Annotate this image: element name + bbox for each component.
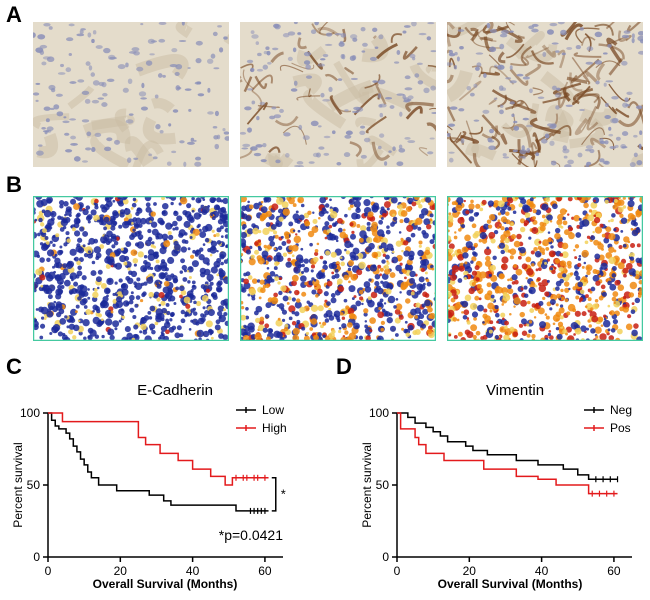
x-axis-label: Overall Survival (Months) bbox=[93, 577, 238, 591]
chart-title: E-Cadherin bbox=[137, 382, 213, 399]
analysis-image-moderate bbox=[240, 196, 436, 341]
y-tick-label: 50 bbox=[376, 478, 390, 492]
ihc-micrograph-moderate bbox=[240, 22, 436, 167]
significance-star: * bbox=[281, 486, 286, 501]
p-value-annotation: *p=0.0421 bbox=[219, 527, 283, 543]
panel-label-b: B bbox=[6, 172, 22, 197]
ihc-micrograph-strong bbox=[447, 22, 643, 167]
chart-e-cadherin: 0 50 100 0 20 40 60 E-Cadherin Overall Survival … bbox=[11, 382, 287, 591]
y-tick-label: 50 bbox=[27, 478, 41, 492]
panel-label-c: C bbox=[6, 354, 22, 379]
legend-label: Pos bbox=[610, 421, 631, 435]
panel-label-a: A bbox=[6, 2, 22, 27]
x-tick-label: 40 bbox=[535, 564, 549, 578]
analysis-image-strong bbox=[447, 196, 643, 341]
series-line-neg bbox=[397, 412, 618, 480]
y-axis-label: Percent survival bbox=[360, 442, 374, 527]
legend-label: High bbox=[262, 421, 287, 435]
ihc-micrograph-negative bbox=[33, 22, 229, 167]
analysis-image-negative bbox=[33, 196, 229, 341]
panel-label-d: D bbox=[336, 354, 352, 379]
x-axis-label: Overall Survival (Months) bbox=[438, 577, 583, 591]
x-tick-label: 20 bbox=[463, 564, 477, 578]
y-axis-label: Percent survival bbox=[11, 442, 25, 527]
chart-vimentin: 0 50 100 0 20 40 60 Vimentin Overall Survival (M… bbox=[360, 382, 632, 591]
legend-label: Neg bbox=[610, 403, 632, 417]
series-line-low bbox=[48, 412, 269, 512]
x-tick-label: 60 bbox=[607, 564, 621, 578]
legend-label: Low bbox=[262, 403, 284, 417]
y-tick-label: 100 bbox=[369, 406, 389, 420]
x-tick-label: 60 bbox=[258, 564, 272, 578]
y-tick-label: 0 bbox=[33, 550, 40, 564]
series-line-pos bbox=[397, 412, 618, 495]
x-tick-label: 20 bbox=[114, 564, 128, 578]
chart-title: Vimentin bbox=[486, 382, 544, 399]
y-tick-label: 100 bbox=[20, 406, 40, 420]
x-tick-label: 0 bbox=[45, 564, 52, 578]
y-tick-label: 0 bbox=[382, 550, 389, 564]
series-line-high bbox=[48, 412, 269, 486]
x-tick-label: 0 bbox=[394, 564, 401, 578]
significance-bracket bbox=[271, 477, 277, 512]
x-tick-label: 40 bbox=[186, 564, 200, 578]
